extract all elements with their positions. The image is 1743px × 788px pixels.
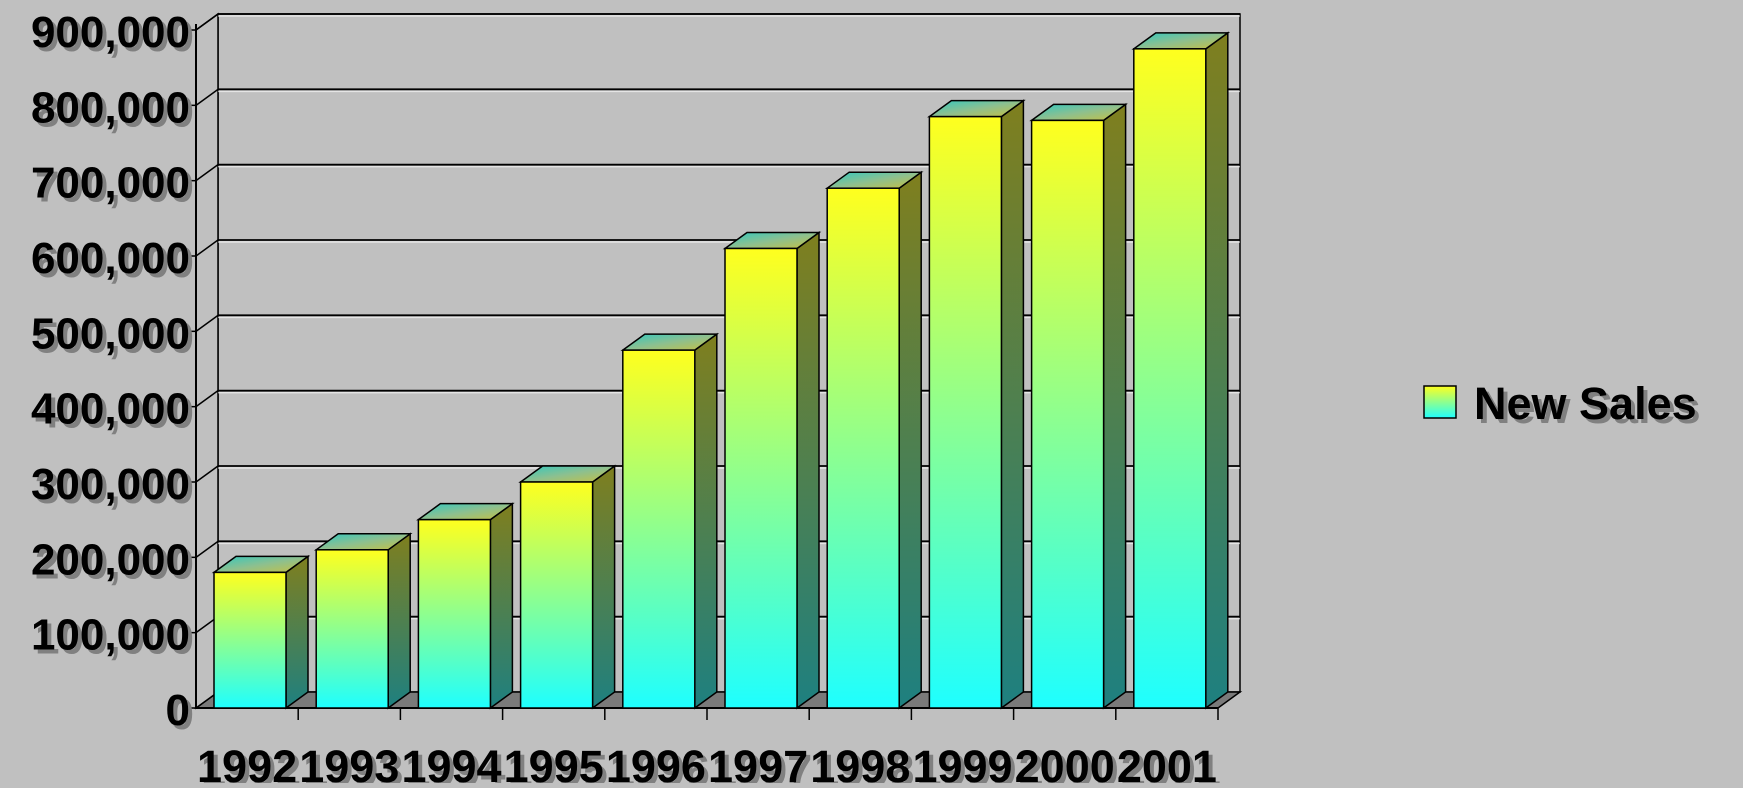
x-tick-label: 2000 [1015, 741, 1115, 783]
bar-front [929, 117, 1001, 708]
bar-front [214, 572, 286, 708]
bar-side [797, 232, 819, 708]
x-tick-label: 1996 [606, 741, 706, 783]
bar-side [1001, 101, 1023, 708]
x-tick-label: 1995 [504, 741, 604, 783]
bar-side [593, 466, 615, 708]
bar-side [286, 556, 308, 708]
legend-label: New Sales [1474, 378, 1697, 429]
bar [418, 504, 512, 708]
bar-side [899, 172, 921, 708]
x-tick-label: 1999 [912, 741, 1012, 783]
bar [827, 172, 921, 708]
bar [1134, 33, 1228, 708]
y-tick-label: 300,000 [31, 460, 190, 509]
bar [929, 101, 1023, 708]
bar-side [1206, 33, 1228, 708]
bar [623, 334, 717, 708]
bar-side [695, 334, 717, 708]
y-tick-label: 500,000 [31, 309, 190, 358]
bar [214, 556, 308, 708]
bar-front [623, 350, 695, 708]
bar [1032, 104, 1126, 708]
bar-front [418, 520, 490, 708]
bar-front [827, 188, 899, 708]
bar [725, 232, 819, 708]
bar-side [388, 534, 410, 708]
x-tick-label: 1993 [299, 741, 399, 783]
y-axis-labels: 00100,000100,000200,000200,000300,000300… [31, 8, 194, 739]
bar-front [316, 550, 388, 708]
x-tick-label: 1992 [197, 741, 297, 783]
bar [521, 466, 615, 708]
y-tick-label: 800,000 [31, 83, 190, 132]
bar-side [1104, 104, 1126, 708]
bar-front [725, 248, 797, 708]
y-tick-label: 400,000 [31, 385, 190, 434]
x-tick-label: 1994 [401, 741, 501, 783]
bar-front [1032, 120, 1104, 708]
bar-front [521, 482, 593, 708]
legend-swatch [1424, 386, 1456, 418]
y-tick-label: 900,000 [31, 8, 190, 57]
y-tick-label: 100,000 [31, 611, 190, 660]
x-tick-label: 2001 [1117, 741, 1217, 783]
x-tick-label: 1998 [810, 741, 910, 783]
y-tick-label: 200,000 [31, 535, 190, 584]
y-tick-label: 700,000 [31, 159, 190, 208]
bar [316, 534, 410, 708]
x-tick-label: 1997 [708, 741, 808, 783]
y-tick-label: 0 [166, 686, 190, 735]
bar-front [1134, 49, 1206, 708]
bar-side [490, 504, 512, 708]
y-tick-label: 600,000 [31, 234, 190, 283]
